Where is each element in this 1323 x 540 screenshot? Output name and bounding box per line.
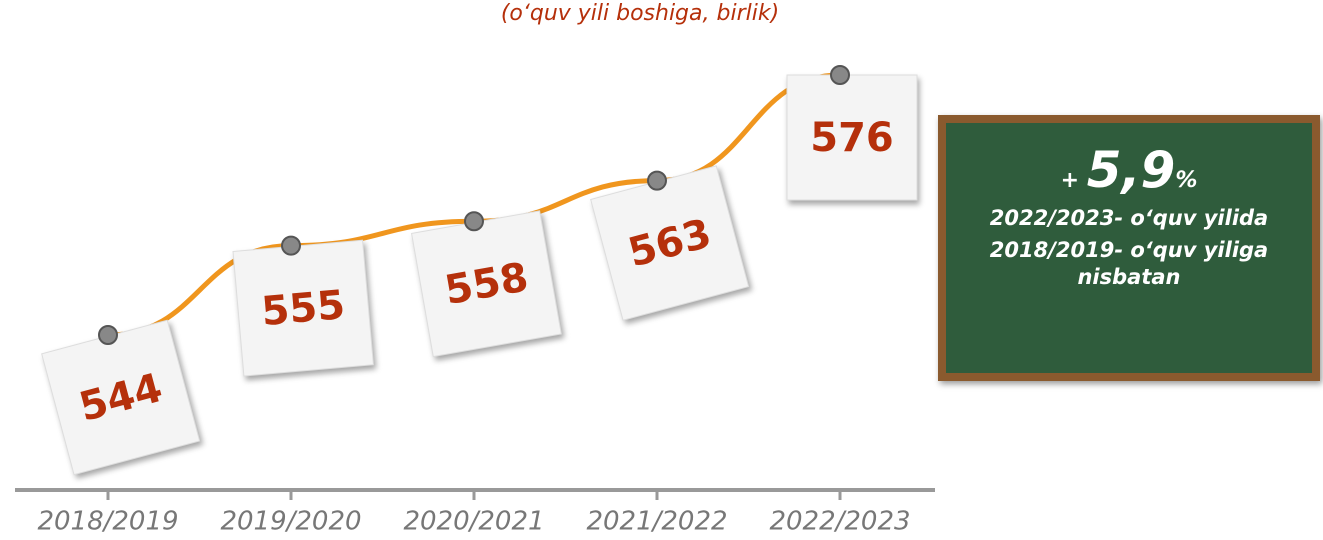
- point: [98, 325, 118, 345]
- note: 555: [232, 239, 374, 377]
- point: [647, 170, 667, 191]
- x-tick-label: 2022/2023: [769, 507, 910, 537]
- chart-subtitle: (o‘quv yili boshiga, birlik): [501, 1, 779, 26]
- note: 576: [786, 74, 918, 201]
- change-text: + 5,9%: [946, 141, 1312, 199]
- change-value: 5,9: [1086, 141, 1176, 199]
- note: 558: [410, 210, 562, 358]
- x-tick-label: 2020/2021: [403, 507, 544, 537]
- x-tick-label: 2018/2019: [37, 507, 178, 537]
- note: 563: [590, 165, 750, 321]
- change-sign: +: [1060, 168, 1080, 193]
- note-paper: [786, 74, 918, 201]
- value-label: 555: [260, 282, 347, 335]
- x-tick-label: 2021/2022: [586, 507, 727, 537]
- value-label: 576: [810, 115, 894, 161]
- note: 544: [41, 319, 201, 476]
- point: [281, 235, 301, 256]
- chalkboard: + 5,9% 2022/2023- o‘quv yilida 2018/2019…: [938, 115, 1320, 381]
- board-line: 2022/2023- o‘quv yilida: [989, 206, 1269, 230]
- x-tick-label: 2019/2020: [220, 507, 361, 537]
- point: [830, 65, 850, 85]
- point: [464, 211, 484, 232]
- board-line: 2018/2019- o‘quv yiliga nisbatan: [989, 238, 1269, 289]
- change-unit: %: [1175, 168, 1198, 193]
